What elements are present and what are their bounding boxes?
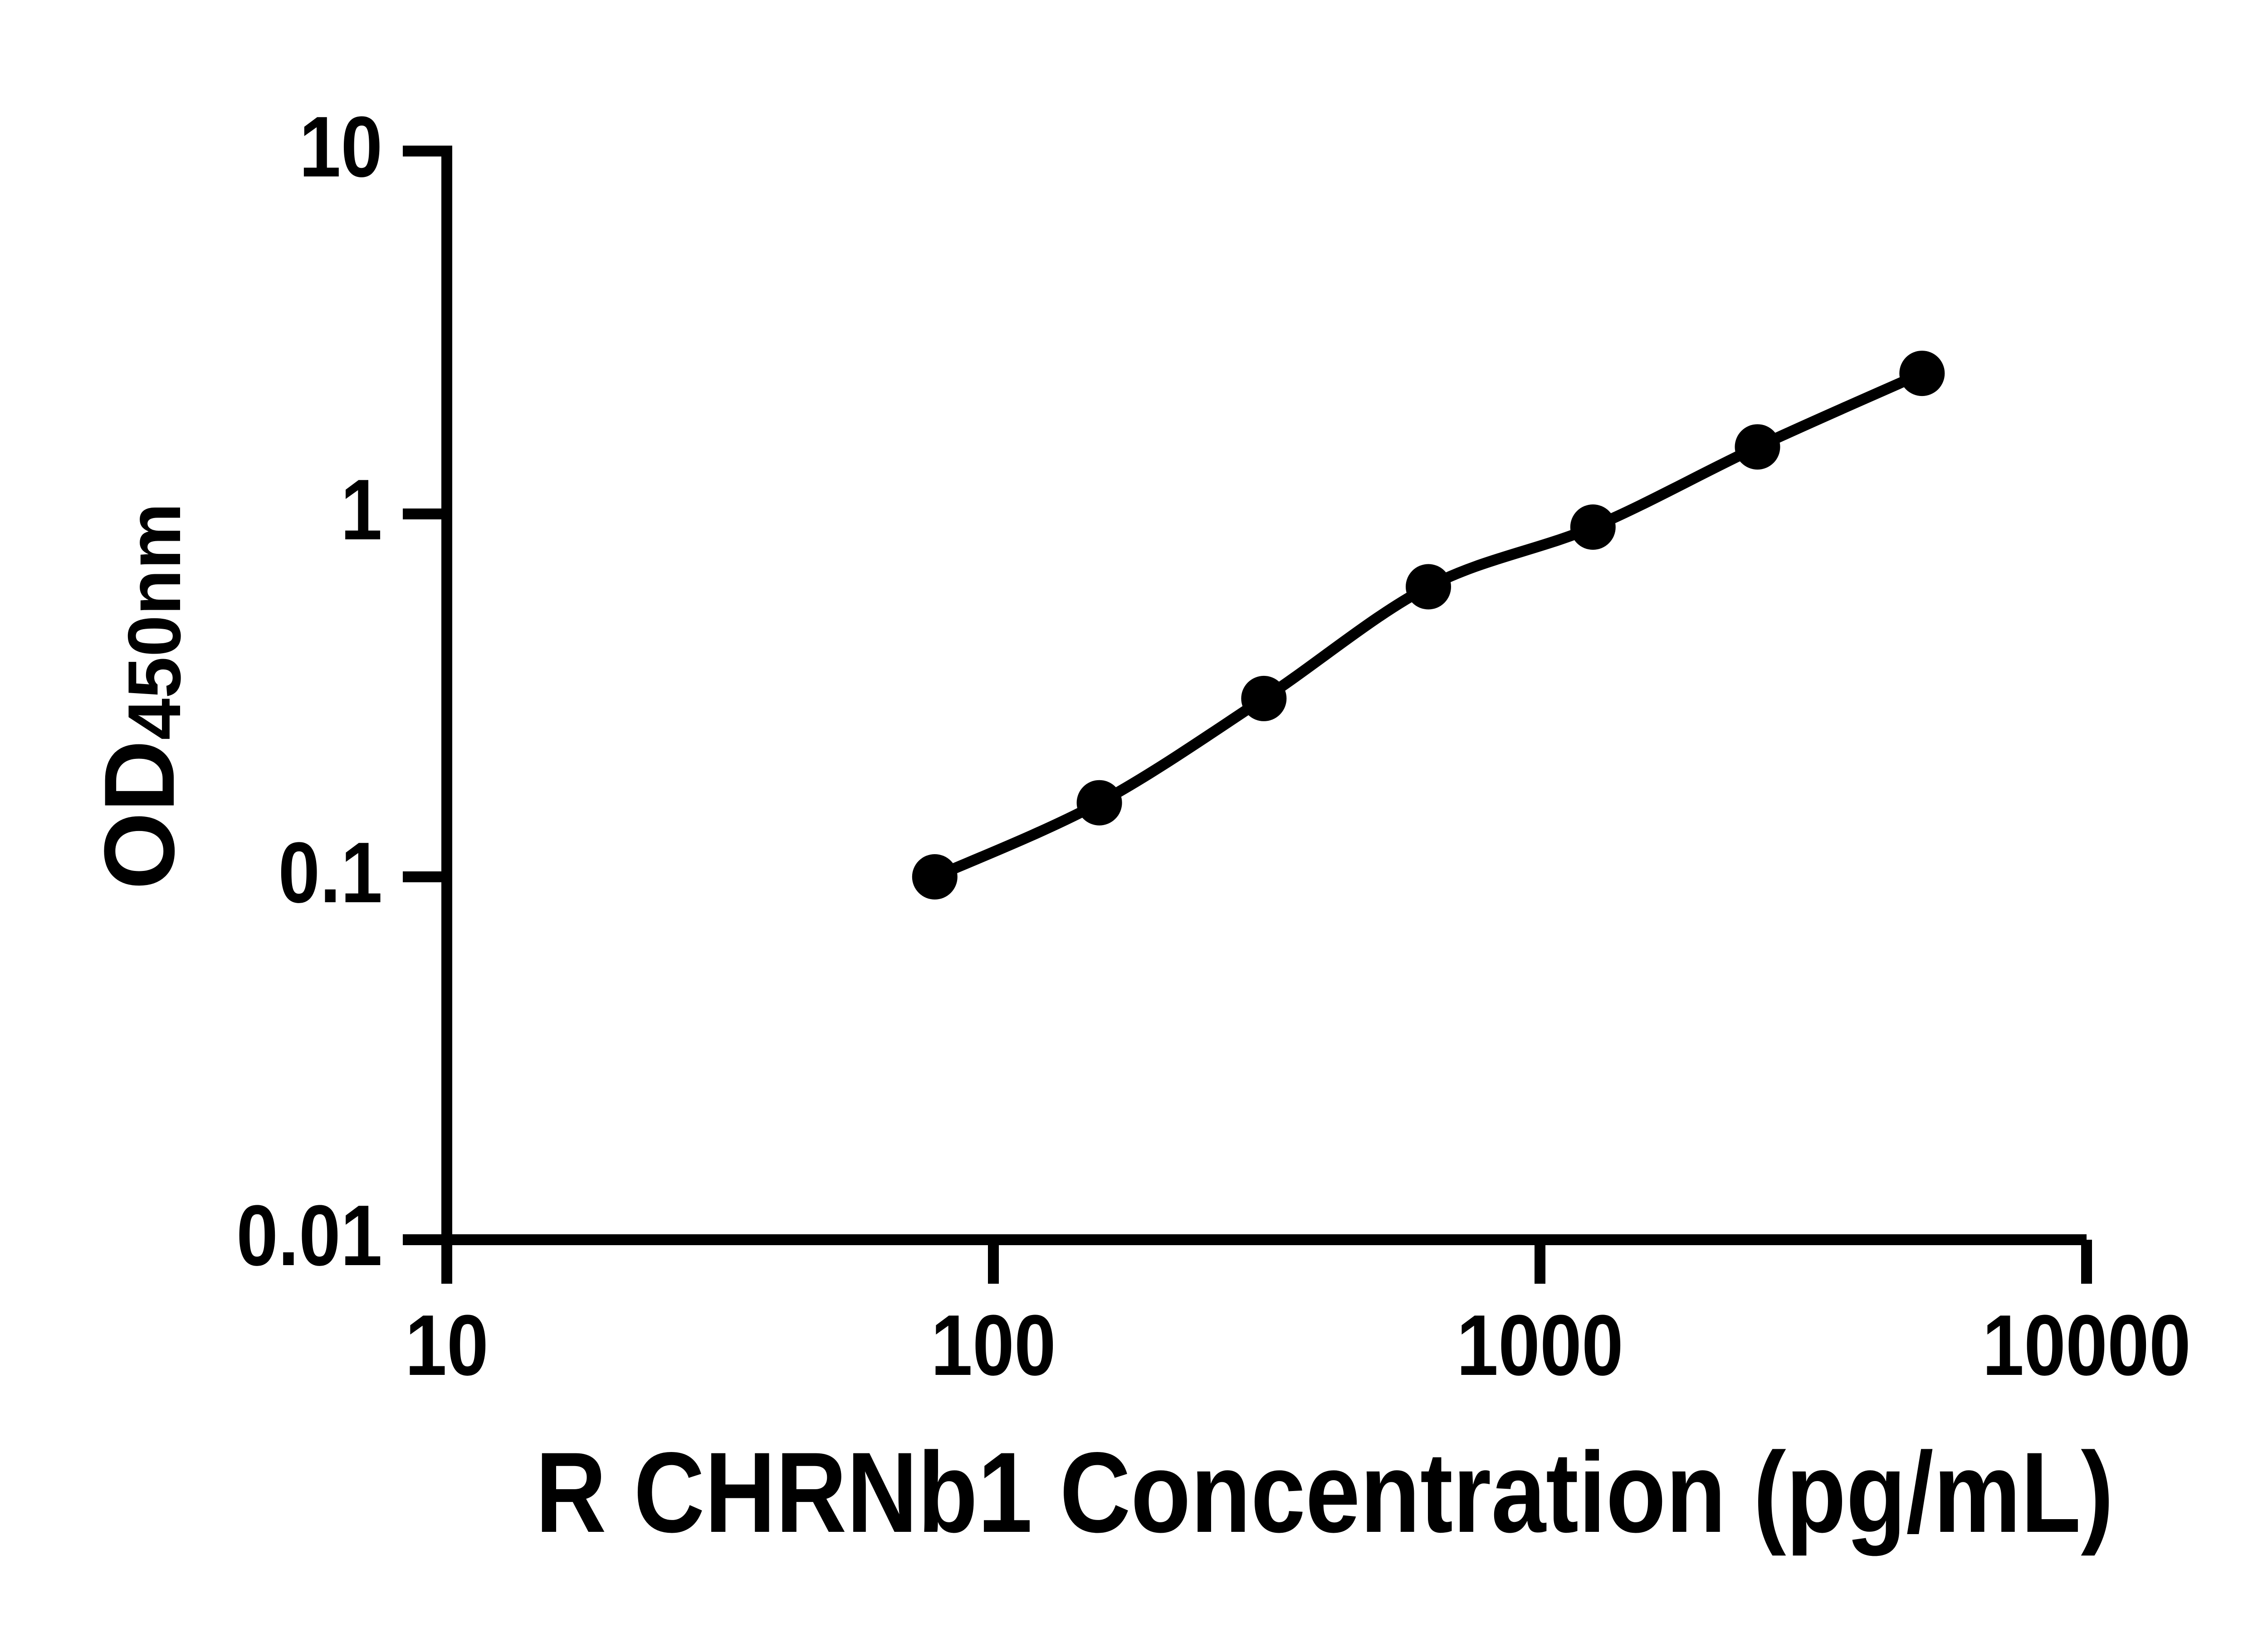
x-tick-label-10000: 10000 xyxy=(1982,1297,2191,1393)
data-point-marker xyxy=(1735,424,1780,470)
x-axis-title: R CHRNb1 Concentration (pg/mL) xyxy=(535,1429,2114,1556)
x-tick-label-100: 100 xyxy=(931,1297,1056,1393)
data-point-marker xyxy=(1570,504,1616,550)
y-tick-label-0p1: 0.1 xyxy=(278,825,382,921)
data-point-marker xyxy=(1076,780,1122,826)
y-tick-label-10: 10 xyxy=(299,99,382,195)
data-point-marker xyxy=(1241,675,1287,721)
y-axis-title-main: OD xyxy=(83,740,195,890)
y-axis-title-subscript: 450nm xyxy=(112,503,196,740)
data-point-marker xyxy=(1406,564,1451,610)
x-tick-label-1000: 1000 xyxy=(1457,1297,1623,1393)
y-tick-label-0p01: 0.01 xyxy=(236,1188,382,1284)
y-tick-label-1: 1 xyxy=(341,462,382,558)
data-point-marker xyxy=(1899,351,1945,396)
data-point-marker xyxy=(912,854,958,900)
x-tick-label-10: 10 xyxy=(405,1297,489,1393)
y-axis-title: OD450nm xyxy=(83,503,196,890)
